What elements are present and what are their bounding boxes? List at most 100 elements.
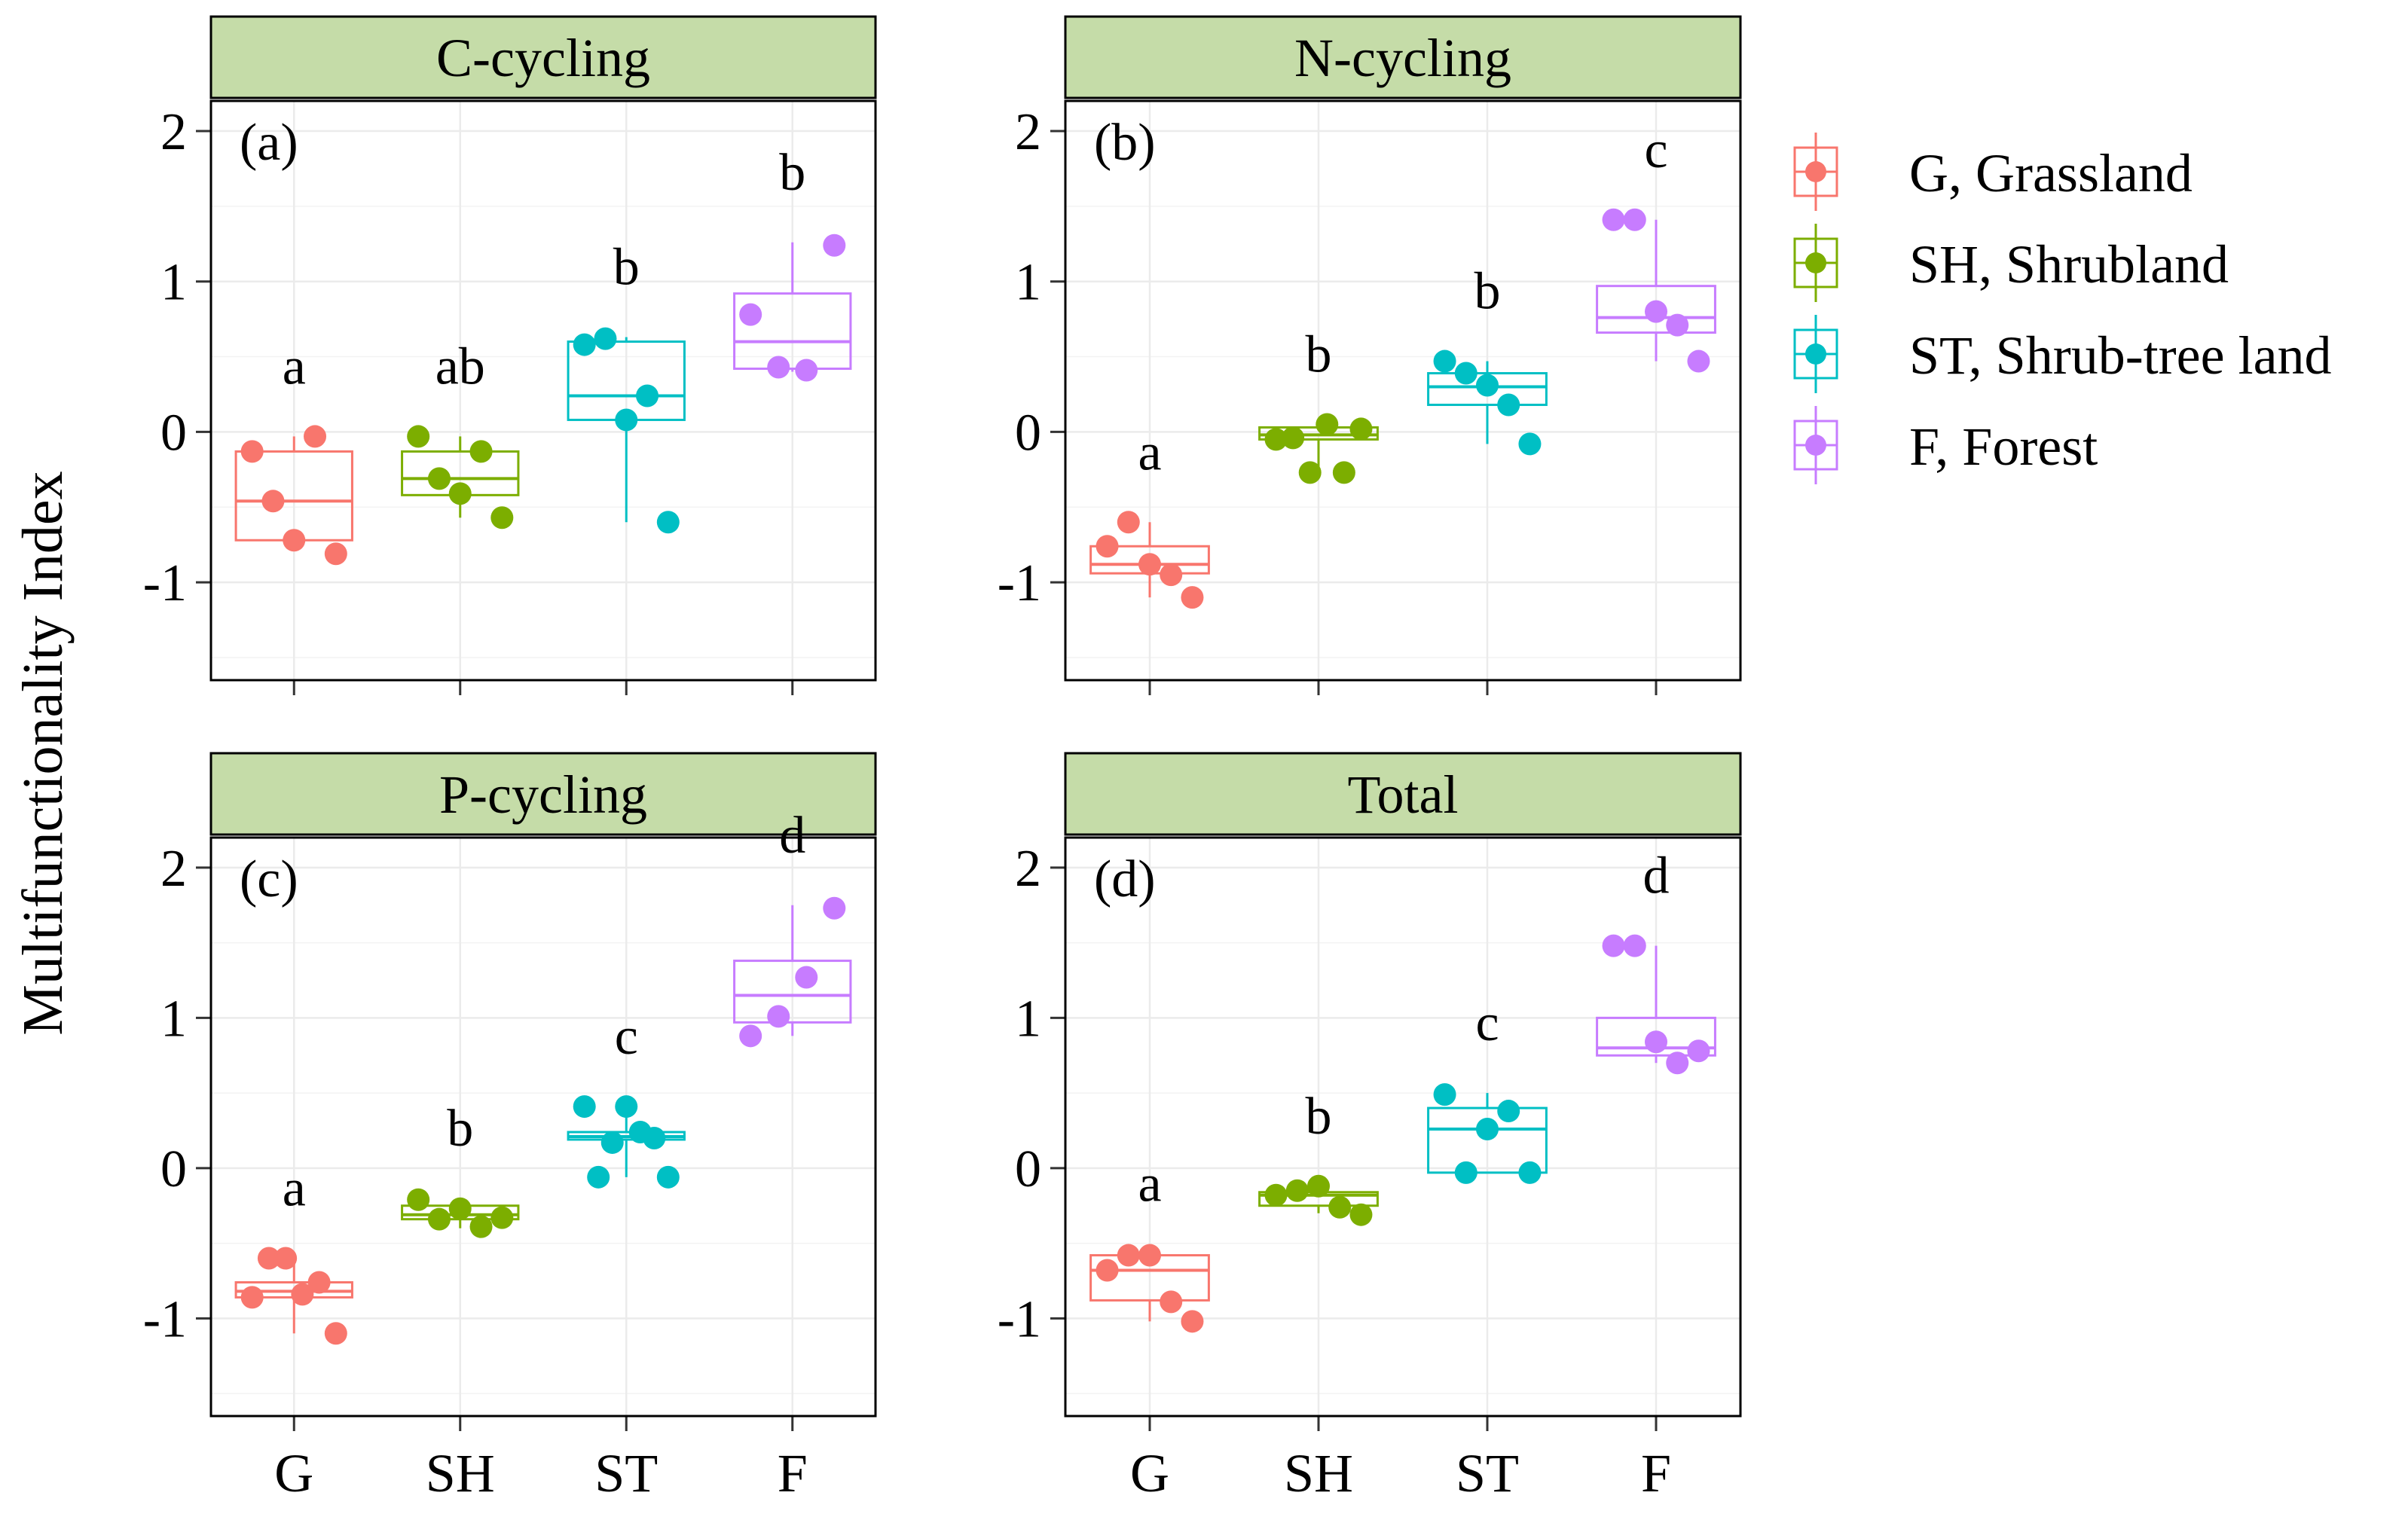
data-point [490, 1206, 514, 1229]
y-tick-label: -1 [143, 1290, 187, 1348]
panel-strip [1064, 752, 1742, 836]
legend-key-point [1805, 161, 1826, 182]
data-point [407, 1188, 430, 1211]
significance-letter: c [615, 1008, 638, 1066]
legend-item-st: ST, Shrub-tree land [1793, 315, 2332, 393]
data-point [324, 542, 347, 566]
box-group-st: b [1427, 263, 1548, 456]
box-group-sh: b [1258, 1088, 1379, 1226]
significance-letter: b [1306, 325, 1332, 383]
significance-letter: b [447, 1100, 473, 1158]
data-point [240, 1286, 264, 1309]
y-tick-label: -1 [143, 554, 187, 612]
panel-border [209, 836, 877, 1418]
significance-letter: b [613, 239, 640, 297]
y-axis-label: Multifunctionality Index [11, 471, 75, 1035]
legend-item-f: F, Forest [1793, 406, 2098, 484]
y-tick-label: 1 [1015, 990, 1041, 1048]
data-point [615, 408, 638, 432]
data-point [795, 359, 818, 382]
data-point [1433, 349, 1456, 373]
y-tick-label: 0 [160, 404, 187, 462]
data-point [573, 333, 596, 356]
data-point [615, 1095, 638, 1119]
data-point [240, 440, 264, 463]
data-point [304, 425, 327, 448]
box [1596, 285, 1716, 334]
y-tick-label: 1 [1015, 254, 1041, 312]
data-point [1298, 461, 1322, 484]
data-point [1181, 586, 1204, 609]
panel-title: Total [1348, 765, 1459, 825]
data-point [1623, 934, 1646, 957]
panel-tag: (b) [1094, 114, 1156, 172]
box-group-f: c [1596, 121, 1716, 373]
data-point [283, 529, 306, 552]
legend-key-point [1805, 435, 1826, 456]
legend-item-g: G, Grassland [1793, 133, 2193, 211]
x-tick-label: ST [1456, 1443, 1519, 1503]
y-tick-label: 2 [1015, 103, 1041, 161]
significance-letter: a [1138, 423, 1161, 481]
data-point [1433, 1083, 1456, 1106]
box [733, 960, 852, 1024]
box-group-sh: ab [401, 337, 520, 530]
data-point [1497, 1100, 1520, 1123]
box-group-st: c [567, 1008, 686, 1189]
significance-letter: c [1475, 994, 1499, 1052]
panel-title: P-cycling [439, 765, 647, 825]
data-point [490, 506, 514, 530]
box-group-f: b [733, 144, 852, 382]
y-tick-label: 2 [1015, 840, 1041, 898]
data-point [767, 1005, 790, 1028]
significance-letter: a [283, 1160, 306, 1218]
data-point [469, 1215, 493, 1238]
panel-strip [209, 15, 877, 99]
data-point [795, 966, 818, 989]
data-point [1687, 1039, 1710, 1063]
box-group-g: a [234, 1160, 353, 1345]
data-point [823, 233, 846, 257]
data-point [600, 1131, 624, 1154]
data-point [1349, 417, 1373, 441]
data-point [573, 1095, 596, 1119]
legend-label: F, Forest [1909, 417, 2098, 477]
data-point [1332, 461, 1355, 484]
significance-letter: b [779, 144, 805, 202]
data-point [1454, 1161, 1477, 1184]
panel-n-cycling: N-cycling -1 0 1 2 (b) a b b c [998, 15, 1742, 695]
data-point [1666, 1051, 1689, 1075]
data-point [1160, 563, 1183, 587]
data-point [1181, 1310, 1204, 1333]
data-point [1602, 208, 1625, 231]
data-point [427, 1207, 451, 1231]
data-point [1138, 553, 1161, 576]
box [1596, 1016, 1716, 1057]
significance-letter: d [779, 807, 805, 865]
panel-border [209, 99, 877, 682]
x-tick-label: G [274, 1443, 313, 1503]
box-group-g: a [1089, 1155, 1210, 1333]
box-group-g: a [234, 337, 353, 566]
data-point [261, 490, 285, 513]
data-point [1476, 1117, 1499, 1140]
panel-total: Total -1 0 1 2 G SH ST F (d) a b c d [998, 752, 1742, 1503]
data-point [739, 1024, 762, 1048]
significance-letter: ab [435, 337, 485, 395]
box-group-st: b [567, 239, 686, 534]
data-point [1666, 313, 1689, 337]
data-point [767, 356, 790, 379]
box-group-sh: b [401, 1100, 520, 1238]
panel-title: C-cycling [436, 28, 650, 88]
data-point [1285, 1179, 1309, 1202]
box-group-f: d [1596, 847, 1716, 1075]
panel-border [1064, 99, 1742, 682]
y-tick-label: 2 [160, 103, 187, 161]
significance-letter: d [1643, 847, 1670, 905]
box-group-st: c [1427, 994, 1548, 1184]
data-point [1264, 1183, 1288, 1207]
panel-tag: (c) [240, 850, 298, 908]
y-tick-label: 0 [160, 1140, 187, 1198]
panel-c-cycling: C-cycling -1 0 1 2 (a) a ab b b [143, 15, 877, 695]
data-point [469, 440, 493, 463]
